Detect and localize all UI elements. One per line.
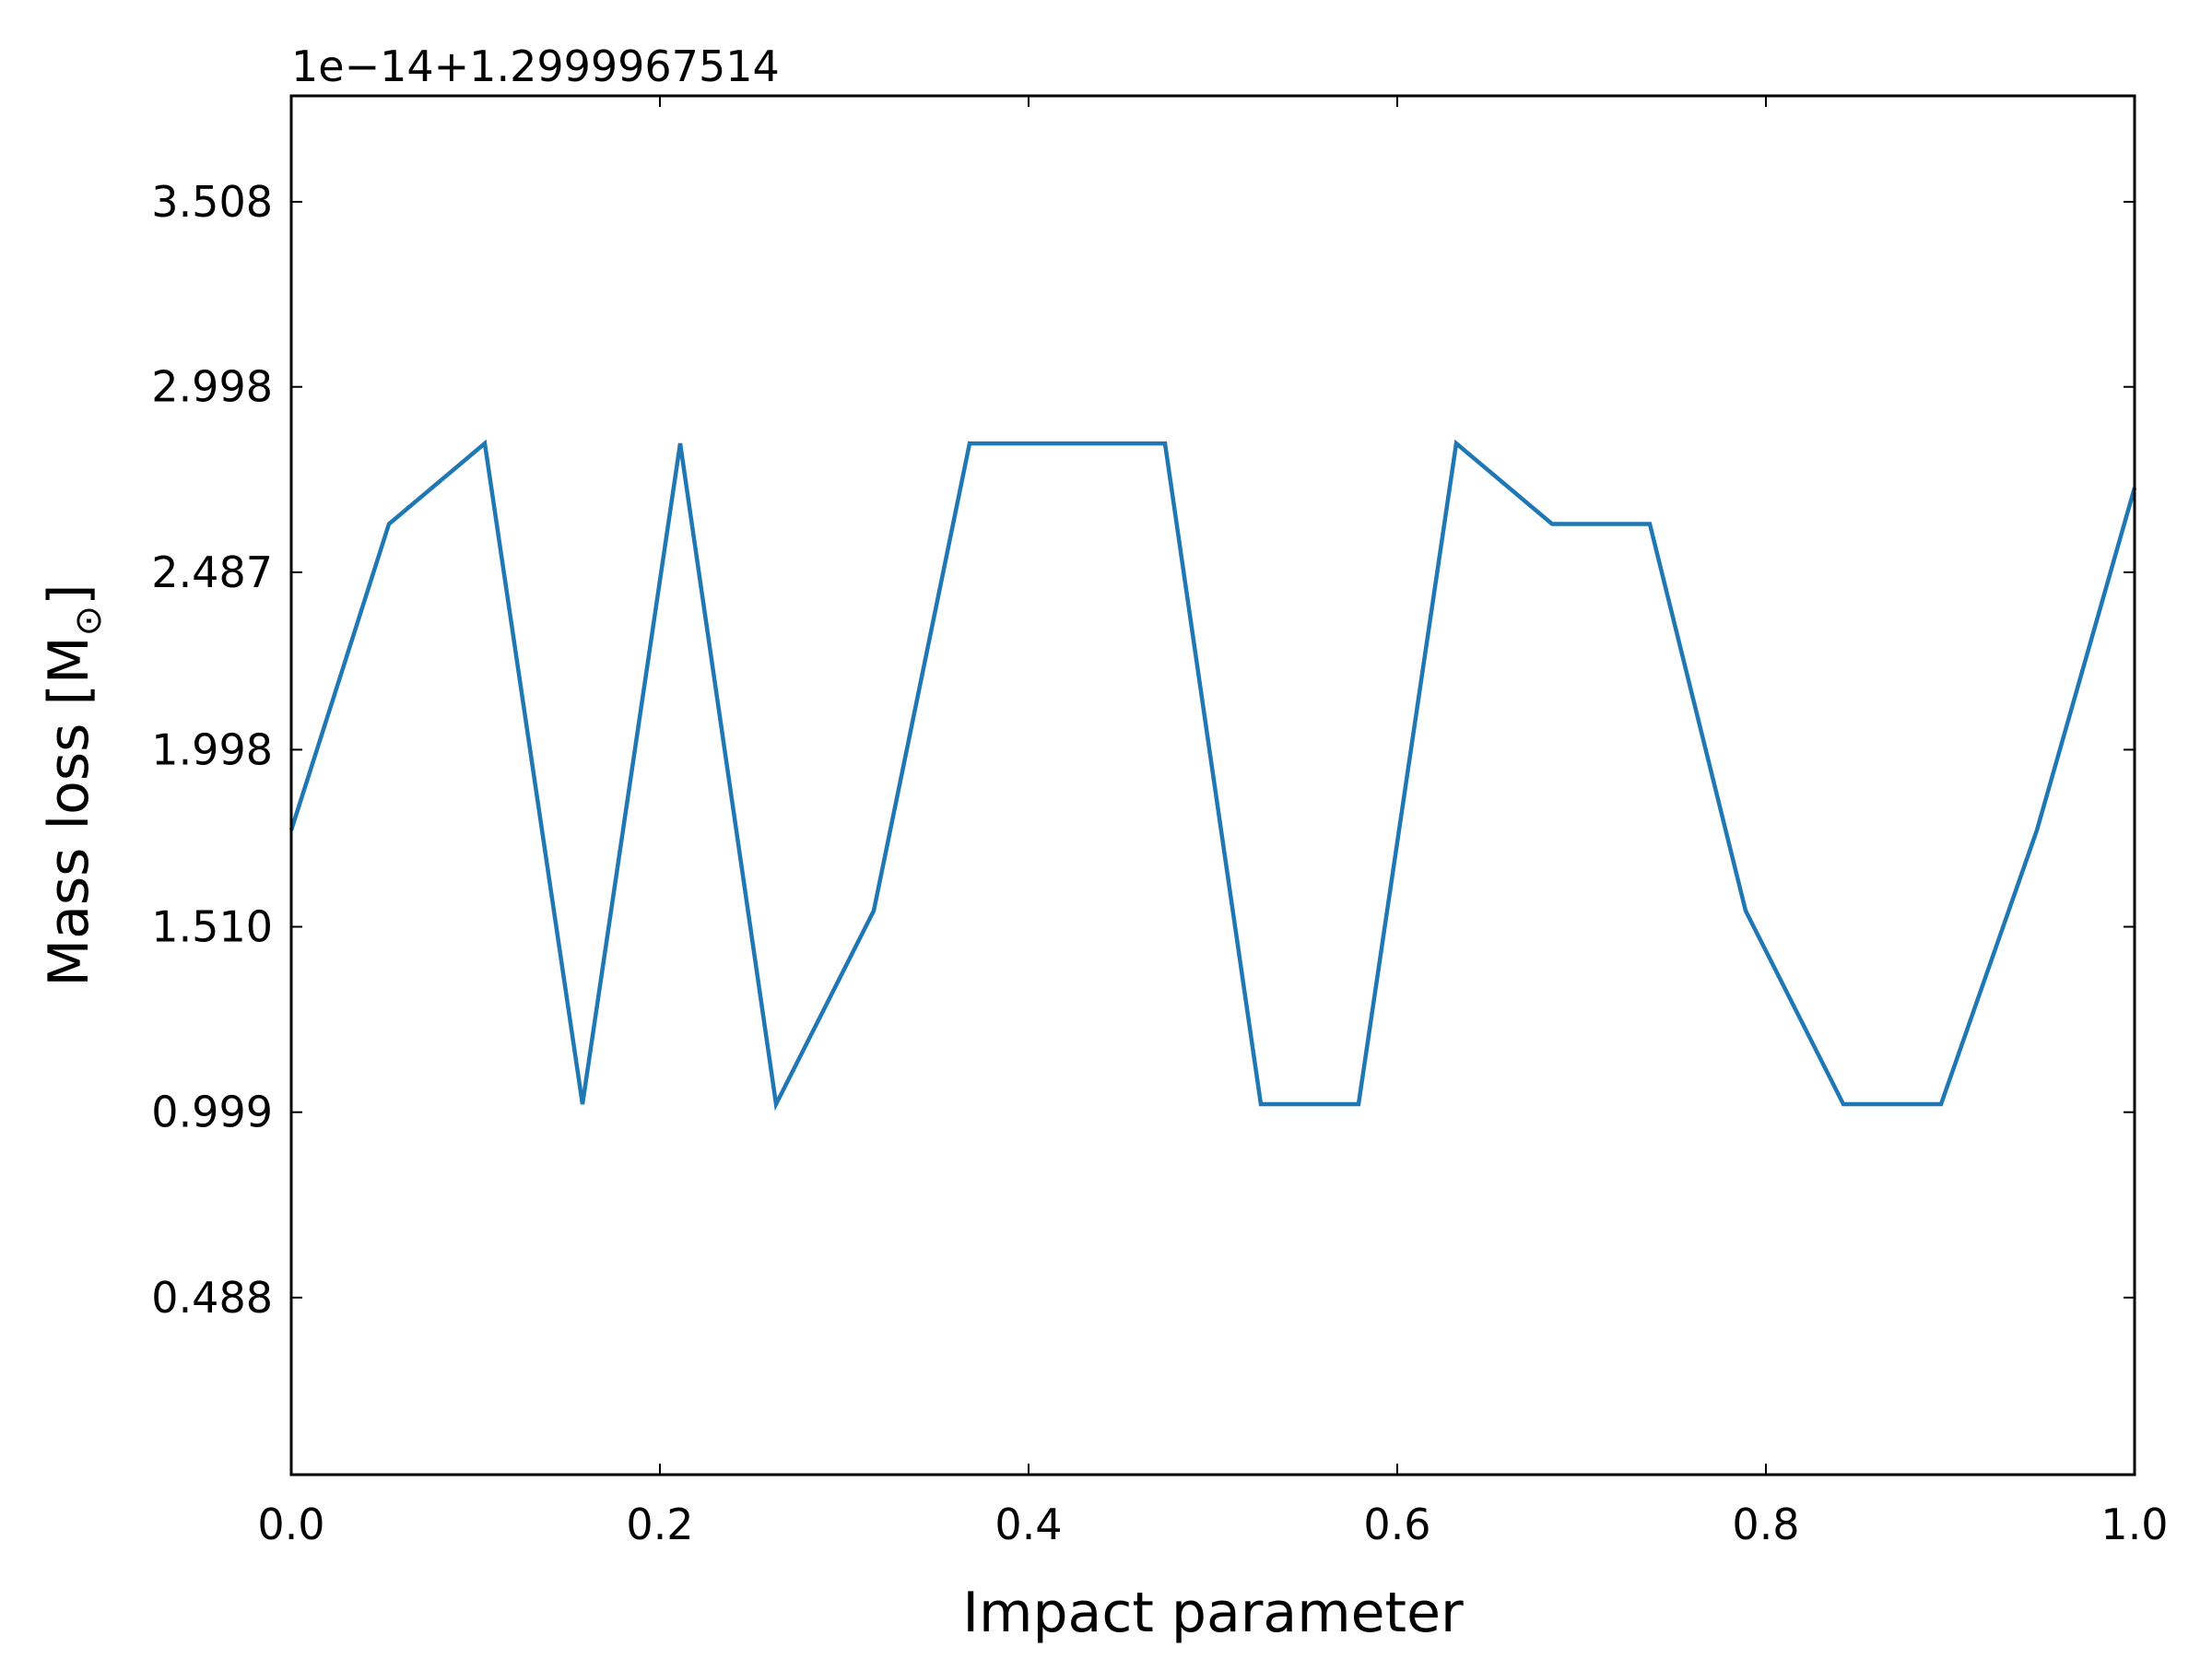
y-tick-label: 1.998: [151, 724, 273, 774]
series-layer: [288, 439, 2137, 1112]
y-tick-label: 3.508: [151, 177, 273, 227]
x-tick-label: 0.4: [994, 1500, 1062, 1549]
y-tick-label: 2.487: [151, 547, 273, 597]
y-axis-title-main: Mass loss [M: [37, 636, 101, 986]
x-tick-label: 0.8: [1732, 1500, 1799, 1549]
y-axis-offset-text: 1e−14+1.2999967514: [291, 41, 780, 91]
plot-area-frame: [289, 94, 2136, 1477]
y-tick-label: 1.510: [151, 902, 273, 952]
y-axis-title-close: ]: [37, 583, 101, 605]
y-axis-title: Mass loss [M⊙]: [37, 583, 110, 986]
y-tick-label: 0.488: [151, 1273, 273, 1323]
x-tick-label: 1.0: [2100, 1500, 2168, 1549]
y-tick-label: 2.998: [151, 362, 273, 412]
x-axis-ticks: 0.0 0.2 0.4 0.6 0.8 1.0: [257, 96, 2169, 1549]
x-tick-label: 0.2: [626, 1500, 693, 1549]
y-axis-ticks: 0.488 0.999 1.510 1.998 2.487 2.998 3.508: [151, 177, 2135, 1323]
y-tick-label: 0.999: [151, 1088, 273, 1137]
x-tick-label: 0.0: [257, 1500, 324, 1549]
x-tick-label: 0.6: [1363, 1500, 1430, 1549]
series-line: [288, 439, 2137, 1112]
x-axis-title: Impact parameter: [962, 1581, 1464, 1645]
y-axis-title-subscript: ⊙: [67, 606, 110, 637]
